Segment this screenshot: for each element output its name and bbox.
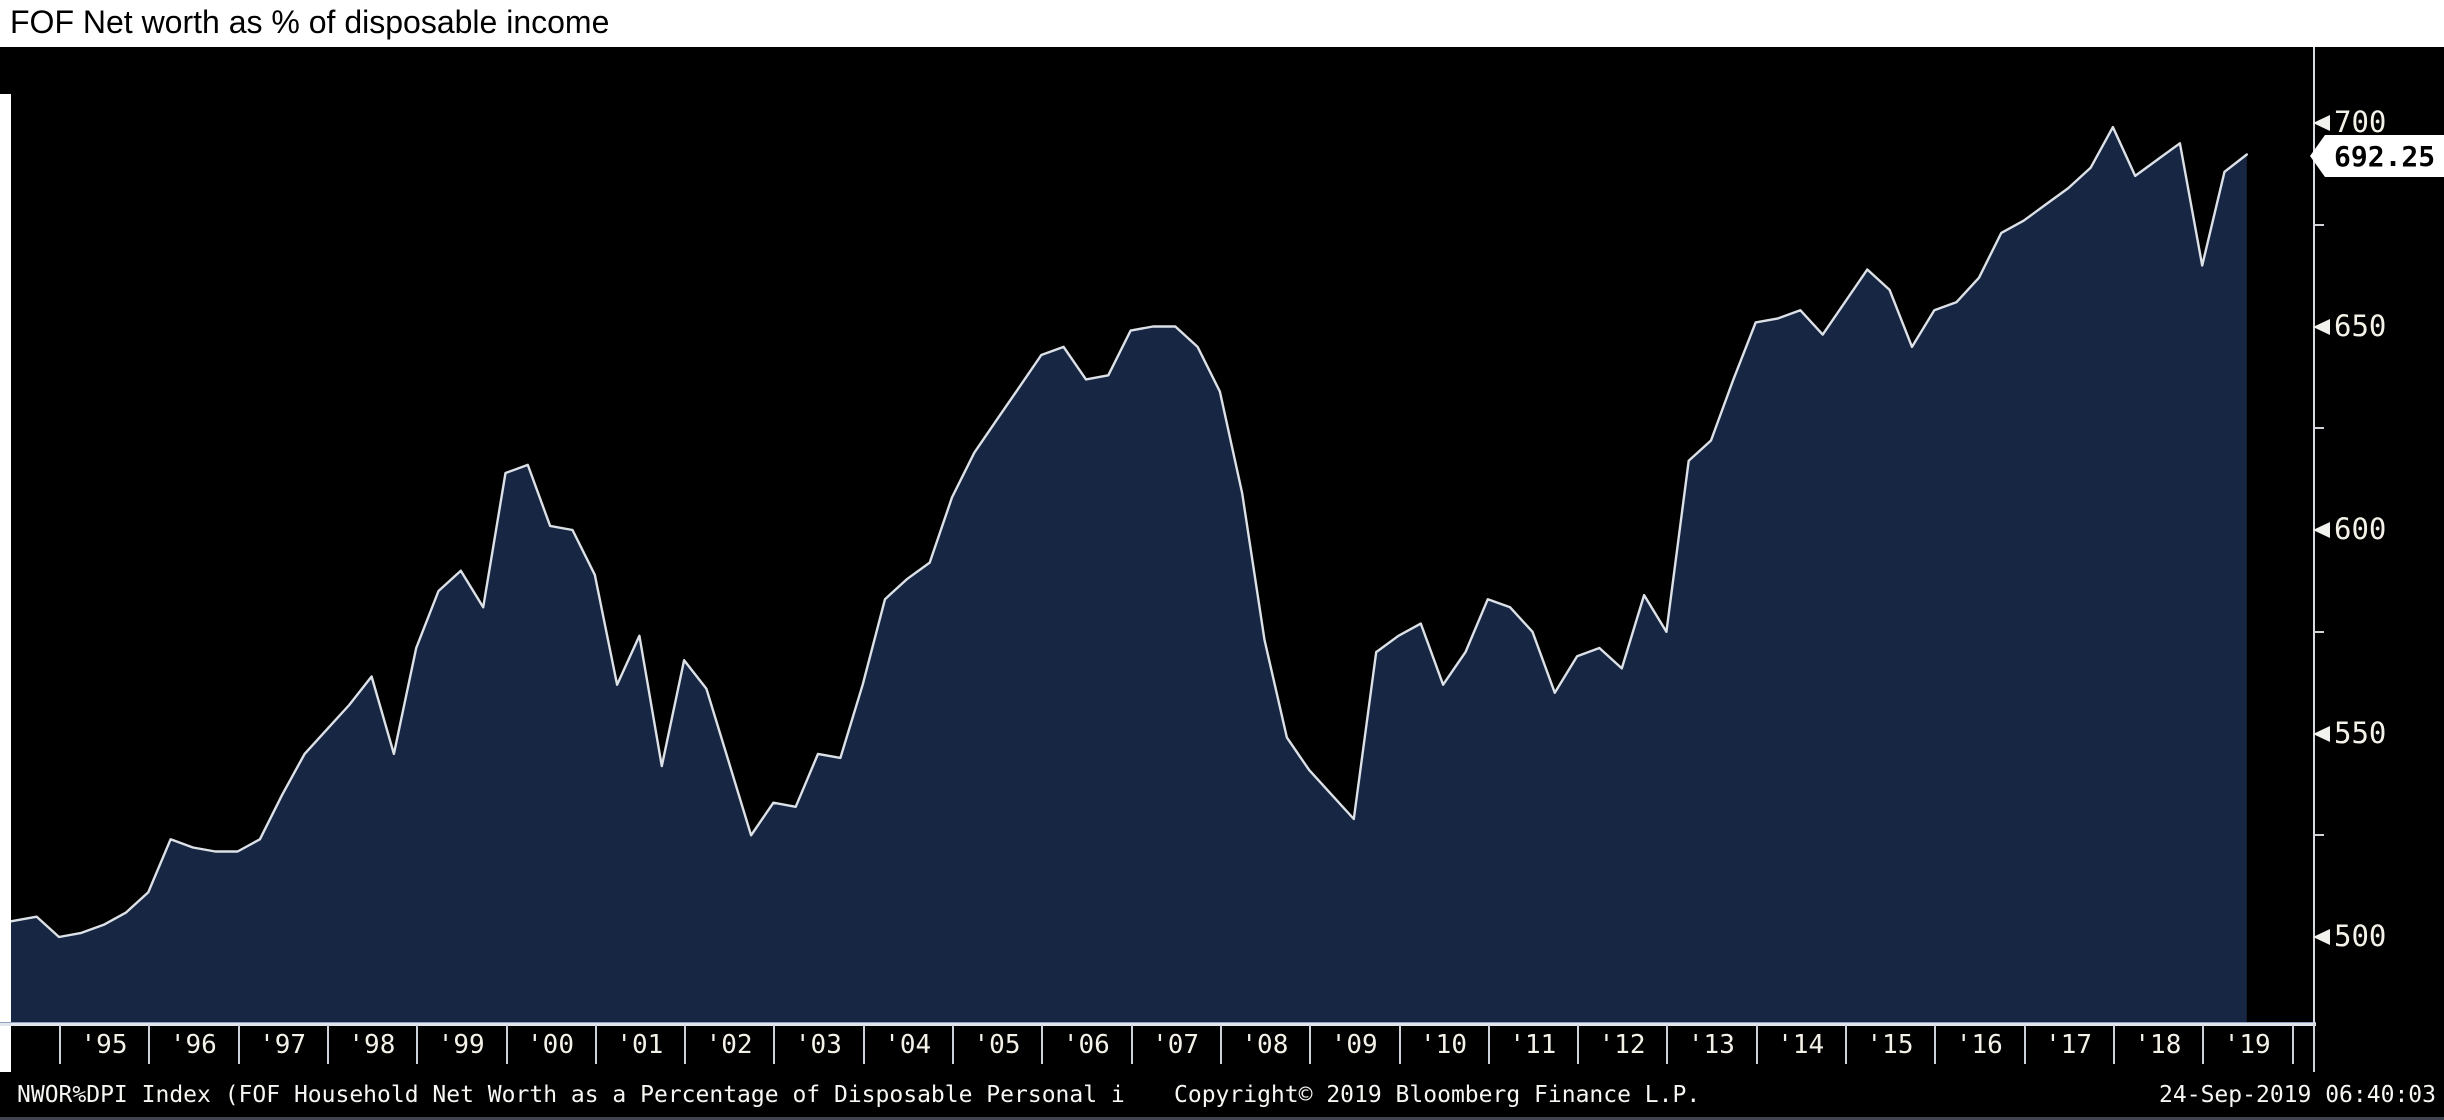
current-value-label: 692.25 xyxy=(2334,140,2436,173)
x-tick-label: '07 xyxy=(1152,1030,1200,1060)
x-tick-label: '19 xyxy=(2223,1030,2271,1060)
x-tick xyxy=(237,1025,240,1064)
x-tick-label: '97 xyxy=(259,1030,307,1060)
x-tick xyxy=(1130,1025,1133,1064)
x-tick-label: '00 xyxy=(527,1030,574,1060)
x-tick xyxy=(1487,1025,1490,1064)
chart-title-bar: FOF Net worth as % of disposable income xyxy=(0,0,2444,47)
price-line xyxy=(0,125,2248,939)
x-tick-label: '10 xyxy=(1420,1030,1467,1060)
x-tick xyxy=(1398,1025,1401,1064)
x-tick-label: '03 xyxy=(794,1030,842,1060)
x-tick xyxy=(326,1025,329,1064)
y-tick-label: 700 xyxy=(2334,105,2387,139)
x-tick-label: '08 xyxy=(1241,1030,1289,1060)
plot-area xyxy=(0,47,2444,1112)
x-axis-end-tick xyxy=(2313,1025,2315,1077)
x-tick-label: '98 xyxy=(348,1030,396,1060)
x-tick-label: '06 xyxy=(1062,1030,1110,1060)
status-bar: NWOR%DPI Index (FOF Household Net Worth … xyxy=(0,1072,2444,1117)
y-tick-label: 600 xyxy=(2334,512,2387,546)
y-minor-tick xyxy=(2313,427,2324,430)
x-tick xyxy=(1755,1025,1758,1064)
y-minor-tick xyxy=(2313,223,2324,226)
x-tick-label: '17 xyxy=(2045,1030,2093,1060)
y-major-tick-icon xyxy=(2313,115,2330,131)
window-left-margin xyxy=(0,94,11,1112)
x-tick xyxy=(1309,1025,1312,1064)
y-minor-tick xyxy=(2313,630,2324,633)
x-tick-label: '05 xyxy=(973,1030,1021,1060)
net-worth-area-chart xyxy=(0,125,2248,1022)
window-bottom-edge xyxy=(0,1117,2444,1120)
x-tick-label: '18 xyxy=(2134,1030,2182,1060)
x-tick-label: '11 xyxy=(1509,1030,1557,1060)
x-tick xyxy=(2291,1025,2294,1064)
x-tick xyxy=(952,1025,954,1064)
value-flag-pointer-icon xyxy=(2310,135,2325,177)
x-tick xyxy=(59,1025,61,1064)
x-tick-label: '09 xyxy=(1330,1030,1378,1060)
x-tick xyxy=(505,1025,508,1064)
x-tick xyxy=(1577,1025,1580,1064)
x-tick-label: '99 xyxy=(437,1030,485,1060)
y-minor-tick xyxy=(2313,834,2324,837)
x-tick xyxy=(2202,1025,2205,1064)
y-tick-label: 650 xyxy=(2334,308,2387,343)
x-tick-label: '16 xyxy=(1955,1030,2003,1060)
y-major-tick-icon xyxy=(2313,929,2330,945)
x-tick-label: '04 xyxy=(884,1030,932,1060)
x-tick xyxy=(594,1025,597,1064)
x-tick-label: '02 xyxy=(705,1030,753,1060)
x-tick xyxy=(862,1025,865,1064)
x-tick-label: '12 xyxy=(1598,1030,1646,1060)
x-tick xyxy=(416,1025,419,1064)
x-tick-label: '14 xyxy=(1777,1030,1825,1060)
x-tick xyxy=(1845,1025,1847,1064)
x-tick xyxy=(684,1025,687,1064)
x-tick xyxy=(1934,1025,1937,1064)
ticker-description: NWOR%DPI Index (FOF Household Net Worth … xyxy=(17,1082,1125,1108)
x-tick-label: '96 xyxy=(169,1030,217,1060)
y-tick-label: 500 xyxy=(2334,919,2387,953)
x-tick xyxy=(1219,1025,1222,1064)
y-tick-label: 550 xyxy=(2334,715,2387,750)
x-tick-label: '15 xyxy=(1866,1030,1914,1060)
timestamp: 24-Sep-2019 06:40:03 xyxy=(2159,1082,2436,1108)
x-tick xyxy=(1041,1025,1044,1064)
x-tick xyxy=(773,1025,776,1064)
y-major-tick-icon xyxy=(2313,318,2330,335)
x-tick xyxy=(2112,1025,2115,1064)
current-value-flag: 692.25 xyxy=(2310,135,2444,177)
page-title: FOF Net worth as % of disposable income xyxy=(10,4,610,40)
y-major-tick-icon xyxy=(2313,522,2330,538)
x-tick xyxy=(148,1025,151,1064)
x-tick xyxy=(2023,1025,2026,1064)
copyright-text: Copyright© 2019 Bloomberg Finance L.P. xyxy=(1174,1082,1701,1108)
x-tick-label: '01 xyxy=(616,1030,664,1060)
area-fill xyxy=(0,127,2247,1022)
x-tick-label: '13 xyxy=(1687,1030,1735,1060)
x-axis-line xyxy=(0,1022,2316,1026)
y-major-tick-icon xyxy=(2313,725,2330,742)
x-tick-label: '95 xyxy=(80,1030,128,1060)
x-tick xyxy=(1666,1025,1669,1064)
